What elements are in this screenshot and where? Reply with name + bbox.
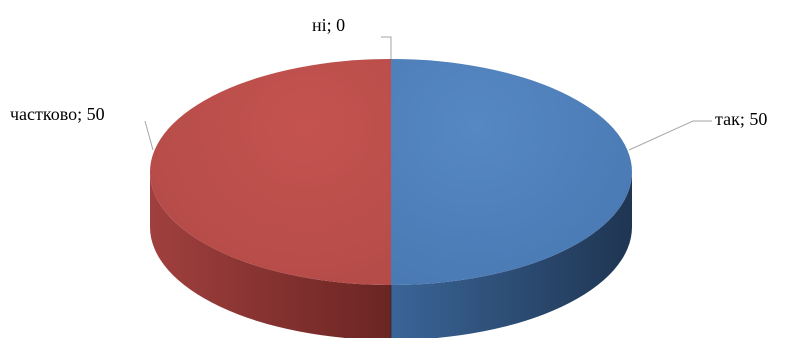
slice-частково-top bbox=[150, 59, 391, 285]
slice-так-side bbox=[391, 172, 632, 338]
slice-частково-side bbox=[150, 172, 391, 338]
slice-частково-leader-line bbox=[144, 120, 154, 151]
slice-так-data-label: так; 50 bbox=[715, 109, 767, 129]
leader-lines bbox=[144, 36, 712, 151]
slice-так-leader-line bbox=[628, 120, 712, 151]
slice-ні-data-label: ні; 0 bbox=[312, 15, 345, 35]
slice-частково-data-label: частково; 50 bbox=[10, 104, 105, 124]
slice-ні-leader-line bbox=[381, 36, 392, 59]
pie-slices bbox=[150, 59, 632, 338]
slice-так-top bbox=[391, 59, 632, 285]
data-labels: так; 50 частково; 50 ні; 0 bbox=[10, 15, 767, 129]
